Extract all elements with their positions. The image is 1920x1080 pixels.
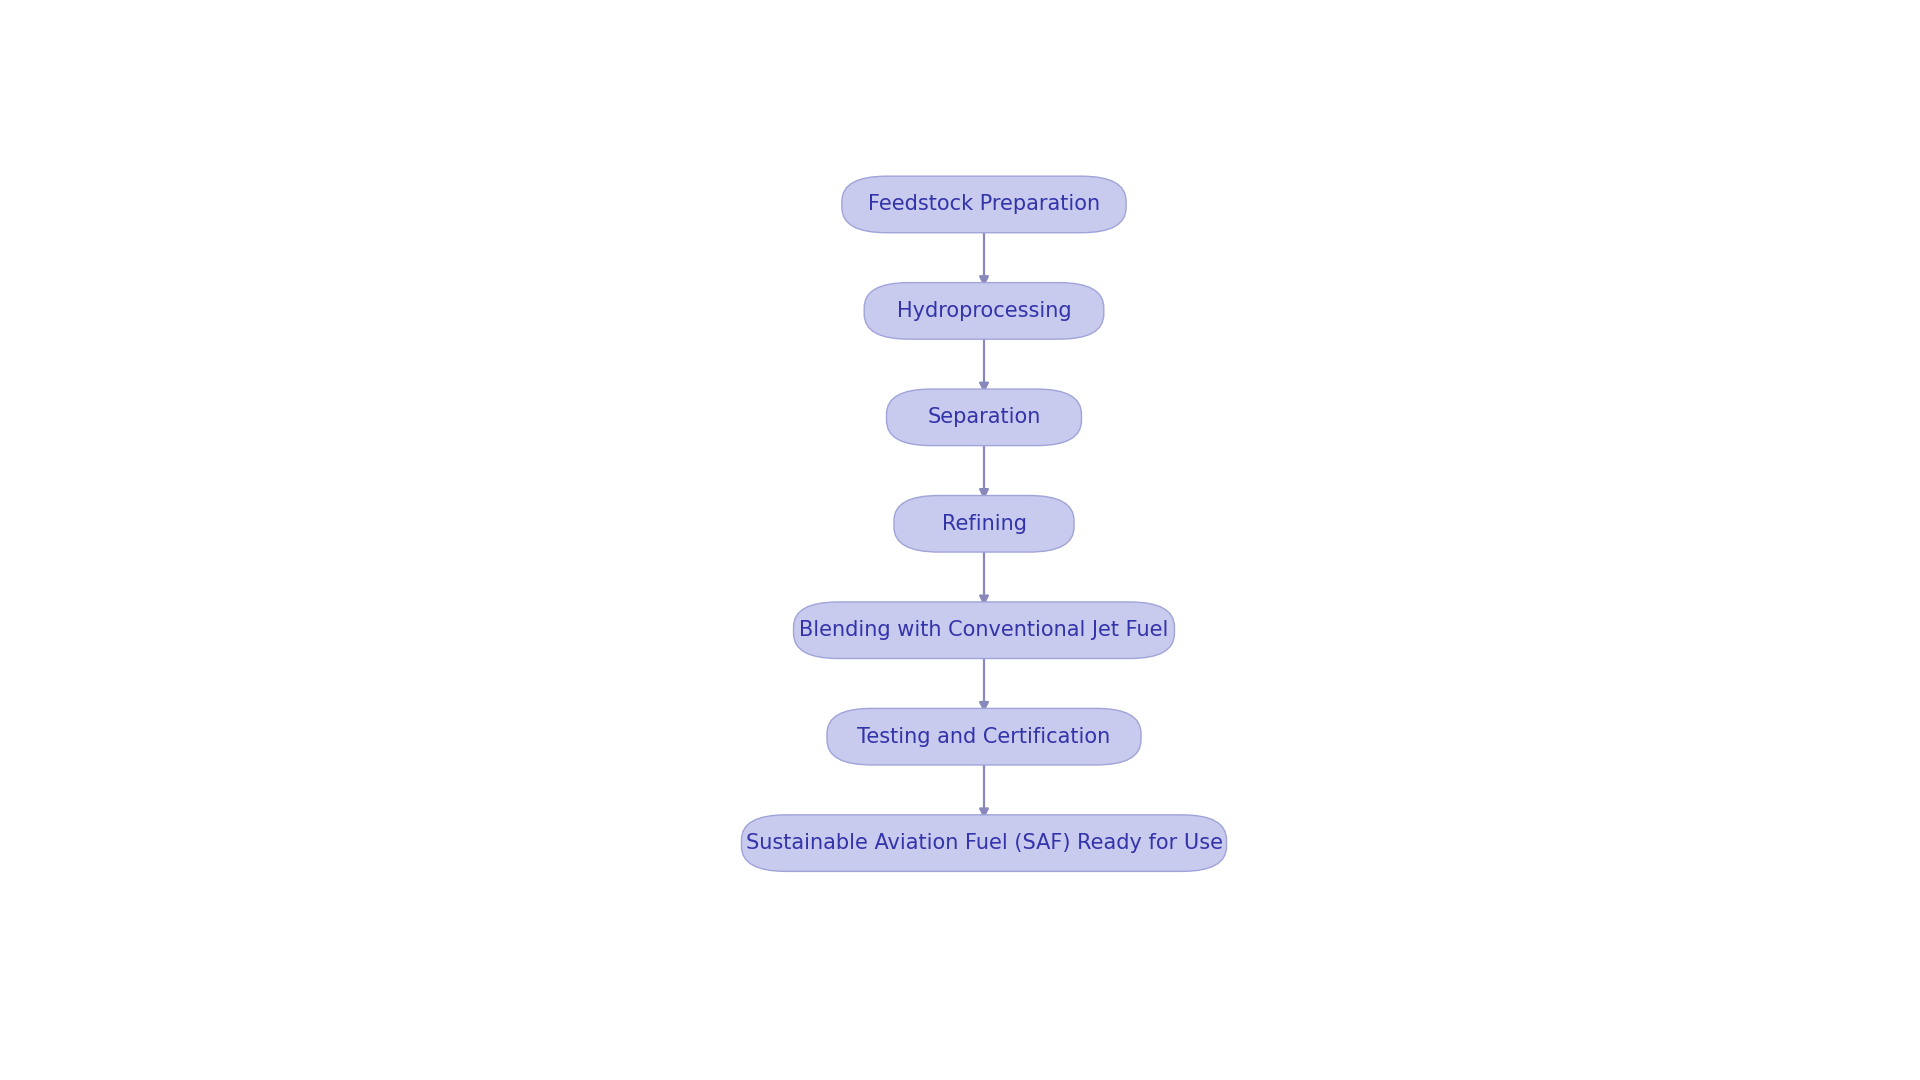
FancyBboxPatch shape xyxy=(841,176,1127,232)
FancyBboxPatch shape xyxy=(895,496,1073,552)
Text: Feedstock Preparation: Feedstock Preparation xyxy=(868,194,1100,215)
Text: Refining: Refining xyxy=(941,514,1027,534)
FancyBboxPatch shape xyxy=(741,814,1227,872)
Text: Separation: Separation xyxy=(927,407,1041,428)
Text: Sustainable Aviation Fuel (SAF) Ready for Use: Sustainable Aviation Fuel (SAF) Ready fo… xyxy=(745,833,1223,853)
Text: Testing and Certification: Testing and Certification xyxy=(858,727,1110,746)
FancyBboxPatch shape xyxy=(793,602,1175,659)
Text: Blending with Conventional Jet Fuel: Blending with Conventional Jet Fuel xyxy=(799,620,1169,640)
FancyBboxPatch shape xyxy=(864,283,1104,339)
FancyBboxPatch shape xyxy=(887,389,1081,446)
Text: Hydroprocessing: Hydroprocessing xyxy=(897,301,1071,321)
FancyBboxPatch shape xyxy=(828,708,1140,765)
